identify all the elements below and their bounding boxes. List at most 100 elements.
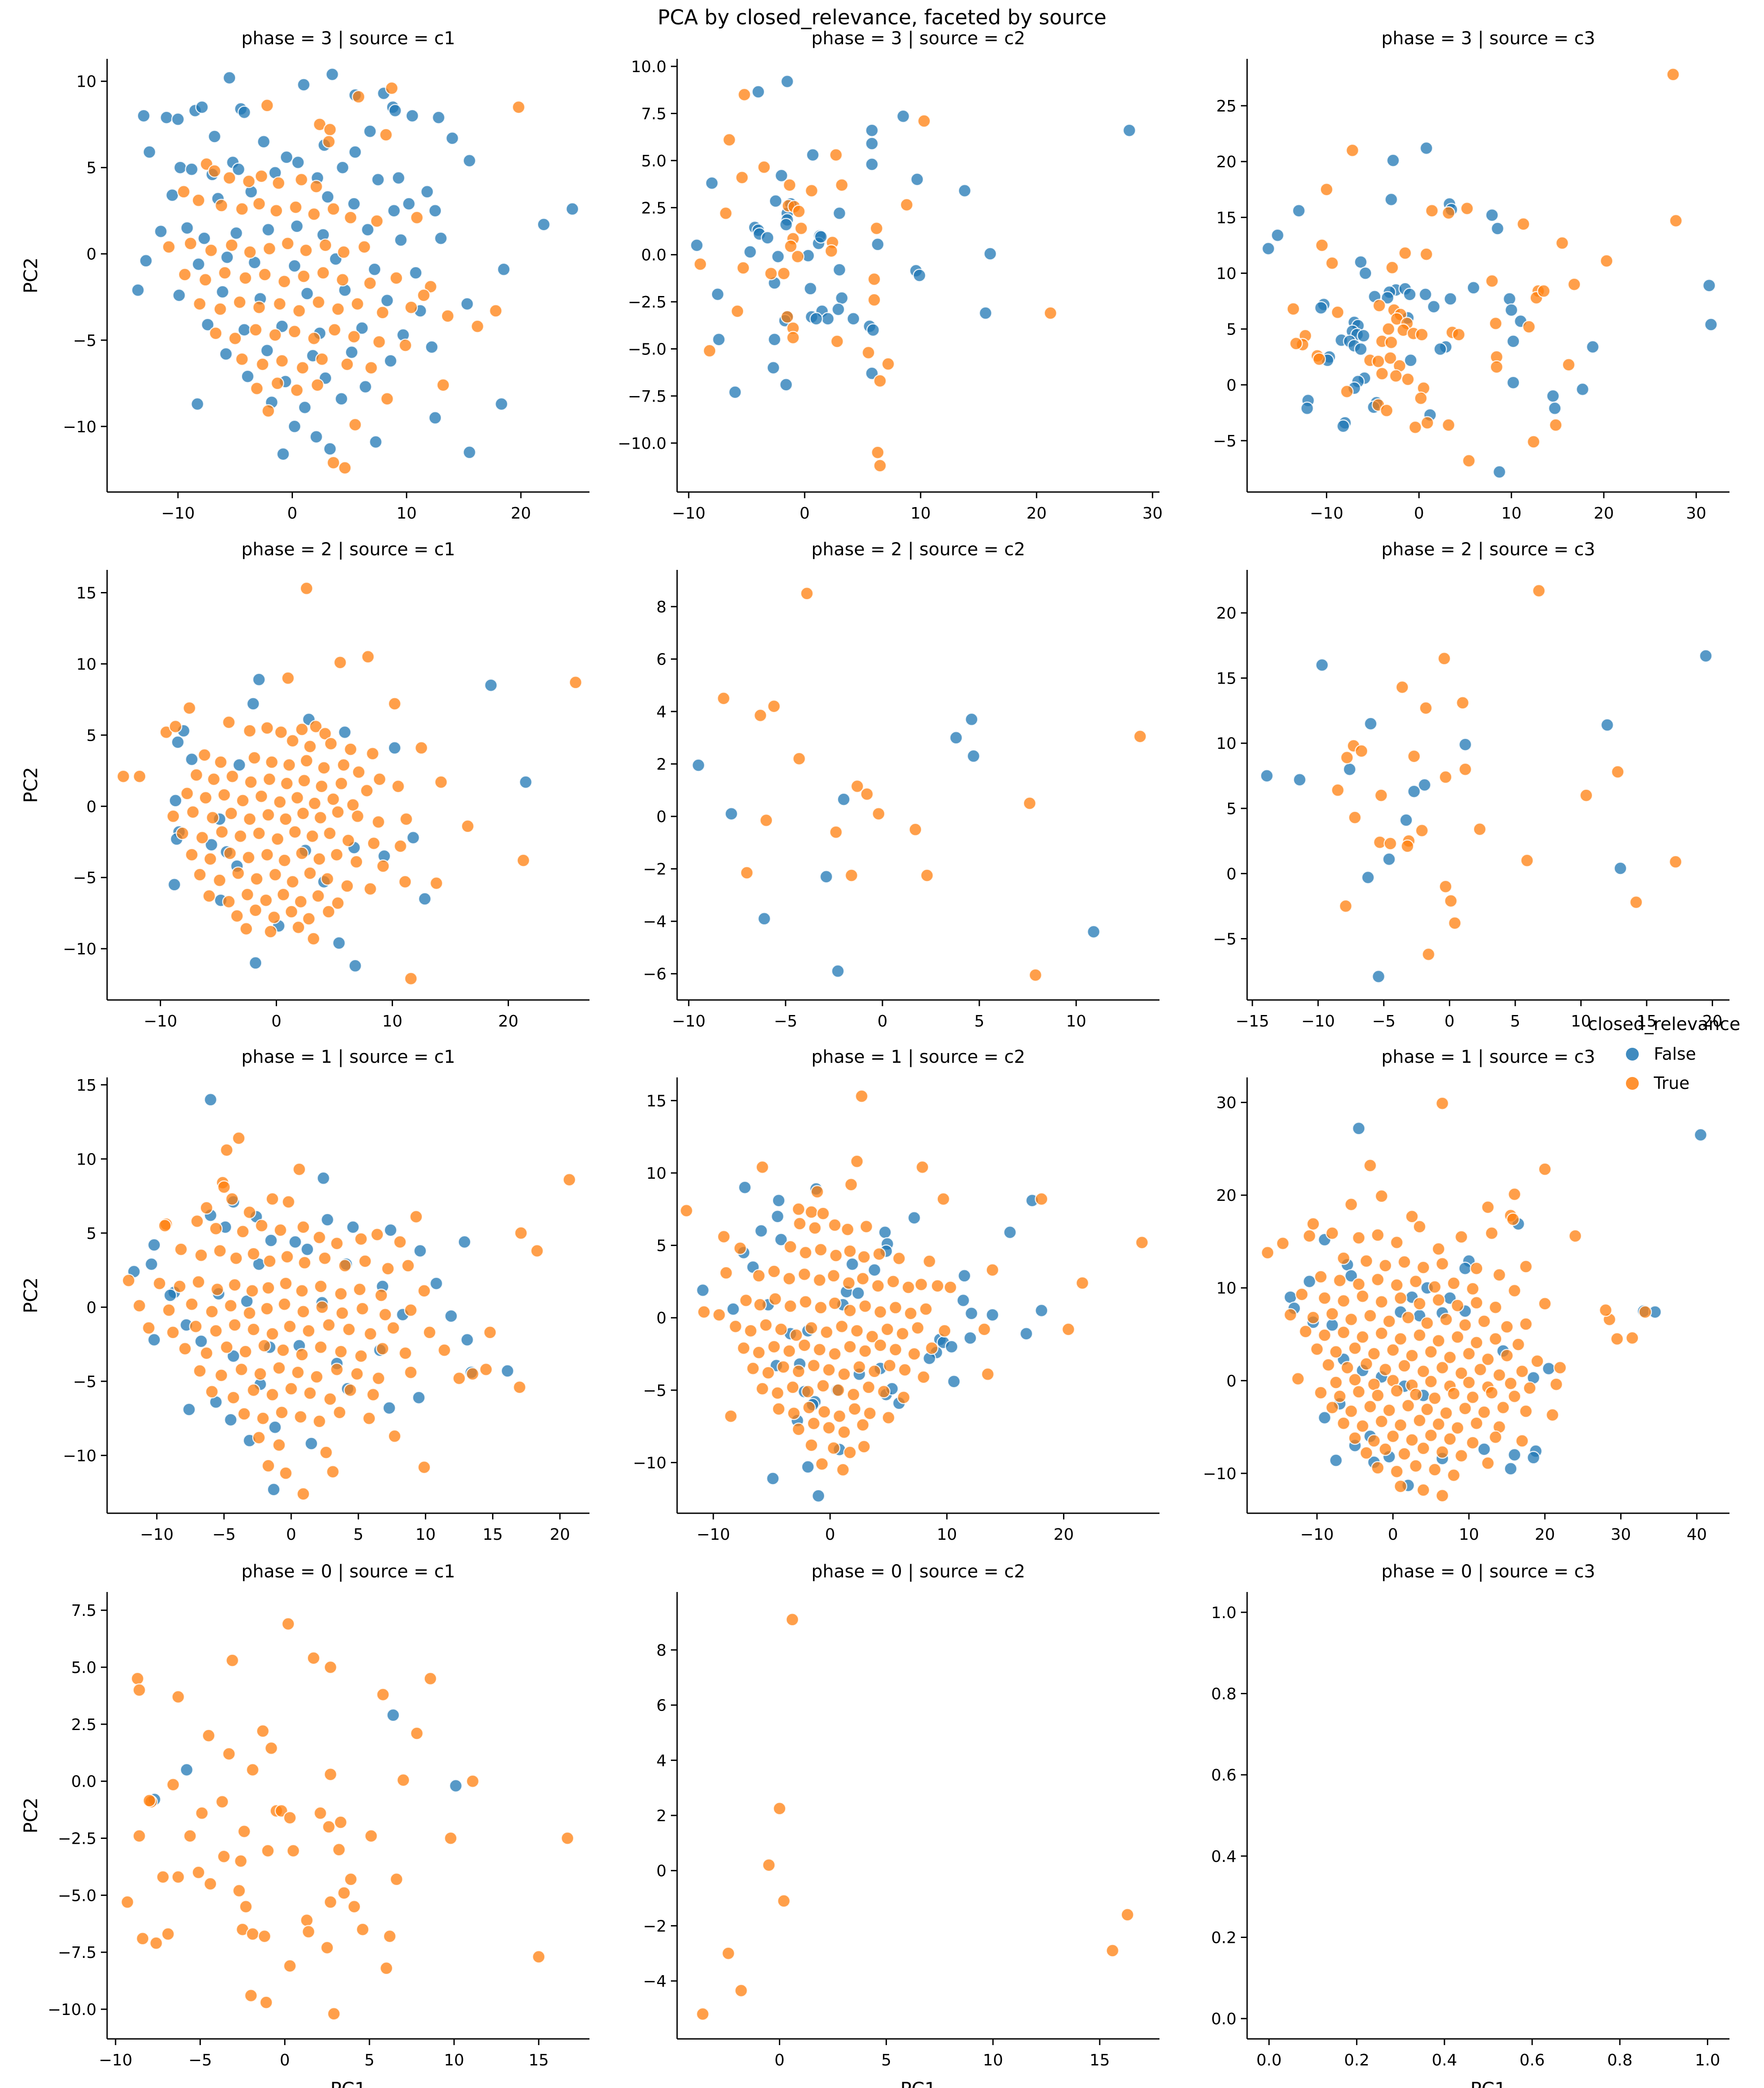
scatter-point-false (290, 219, 304, 233)
scatter-point-true (444, 1831, 458, 1845)
scatter-point-true (246, 1383, 261, 1397)
scatter-point-false (819, 870, 833, 884)
scatter-point-true (1331, 783, 1345, 797)
y-tick-label: −5 (73, 869, 96, 887)
scatter-point-false (967, 749, 981, 763)
scatter-point-true (315, 352, 329, 366)
y-tick-label: 0 (1226, 1372, 1236, 1390)
scatter-point-true (361, 650, 375, 664)
scatter-point-false (1504, 303, 1518, 317)
scatter-point-true (252, 300, 266, 314)
scatter-point-true (383, 1929, 397, 1943)
scatter-point-true (1666, 68, 1680, 81)
scatter-point-true (696, 2007, 710, 2021)
scatter-point-false (1260, 769, 1274, 783)
scatter-point-true (335, 777, 348, 791)
scatter-point-false (363, 124, 377, 138)
scatter-point-true (516, 854, 530, 867)
scatter-point-true (1470, 1336, 1483, 1350)
scatter-point-true (360, 784, 374, 798)
scatter-point-true (1428, 1391, 1442, 1405)
scatter-point-false (1506, 376, 1520, 389)
scatter-point-true (767, 1265, 781, 1278)
scatter-point-true (805, 184, 819, 198)
scatter-point-true (569, 676, 582, 689)
y-tick-label: 10 (76, 1150, 96, 1169)
scatter-point-true (1075, 1276, 1090, 1290)
scatter-point-false (420, 185, 434, 199)
scatter-point-false (405, 109, 419, 123)
scatter-point-false (910, 173, 924, 186)
scatter-point-true (225, 1192, 239, 1206)
scatter-point-true (1355, 744, 1368, 758)
y-tick-label: 8 (656, 598, 666, 616)
scatter-point-true (1458, 1318, 1472, 1332)
scatter-point-true (322, 1820, 336, 1834)
legend-label: True (1654, 1073, 1690, 1093)
scatter-point-true (1408, 420, 1422, 434)
scatter-point-true (185, 1297, 199, 1311)
scatter-point-true (562, 1173, 576, 1187)
scatter-point-true (292, 1162, 306, 1176)
scatter-point-true (324, 1660, 338, 1674)
scatter-point-false (691, 758, 705, 772)
scatter-point-true (324, 1895, 338, 1909)
scatter-point-true (295, 1284, 309, 1298)
scatter-point-true (250, 872, 264, 886)
scatter-point-true (348, 418, 362, 432)
scatter-point-true (914, 1277, 928, 1292)
scatter-point-true (261, 1844, 275, 1858)
scatter-point-true (338, 461, 352, 475)
scatter-point-true (293, 1410, 308, 1424)
scatter-point-false (1491, 222, 1505, 235)
scatter-point-true (132, 1829, 146, 1843)
scatter-point-true (858, 1299, 872, 1313)
scatter-point-false (867, 1263, 882, 1277)
x-tick-label: 10 (937, 1526, 957, 1544)
scatter-point-true (323, 123, 337, 137)
scatter-point-true (824, 244, 838, 258)
scatter-point-true (236, 1225, 250, 1238)
scatter-point-true (733, 1241, 747, 1255)
scatter-point-false (956, 1293, 970, 1307)
scatter-point-false (406, 831, 420, 845)
panel-title: phase = 2 | source = c3 (1381, 539, 1595, 560)
scatter-point-false (1352, 1122, 1366, 1135)
scatter-point-true (813, 1342, 827, 1357)
scatter-point-true (944, 1280, 957, 1294)
scatter-point-false (947, 1374, 961, 1388)
scatter-point-false (566, 202, 579, 216)
scatter-point-true (1409, 1274, 1423, 1288)
scatter-point-true (437, 1343, 451, 1357)
y-tick-label: 15 (76, 1077, 96, 1095)
scatter-point-true (873, 1305, 887, 1319)
scatter-point-true (344, 1873, 358, 1886)
scatter-point-false (766, 1472, 780, 1485)
scatter-point-true (1462, 454, 1476, 468)
scatter-point-true (830, 335, 844, 348)
scatter-point-true (343, 742, 358, 756)
scatter-point-true (1325, 1400, 1339, 1415)
scatter-point-true (393, 1235, 407, 1249)
scatter-point-true (1452, 327, 1466, 342)
scatter-point-true (782, 1272, 796, 1286)
scatter-point-true (799, 1246, 813, 1260)
scatter-point-true (131, 1672, 145, 1686)
scatter-point-true (239, 922, 253, 936)
y-tick-label: 0 (86, 246, 96, 264)
scatter-point-false (957, 1269, 971, 1283)
y-tick-label: 10 (76, 655, 96, 673)
scatter-point-true (242, 850, 255, 865)
legend-title: closed_relevance (1588, 1014, 1741, 1034)
scatter-point-true (1382, 1404, 1396, 1417)
scatter-point-true (397, 1773, 410, 1787)
scatter-point-true (189, 768, 204, 782)
scatter-point-true (1394, 1479, 1407, 1493)
scatter-point-false (223, 71, 236, 85)
scatter-point-true (858, 1344, 872, 1358)
scatter-point-true (300, 581, 313, 596)
scatter-point-true (753, 1298, 767, 1312)
panel-title: phase = 2 | source = c2 (811, 539, 1025, 560)
scatter-point-true (161, 1927, 175, 1941)
scatter-point-true (327, 202, 340, 216)
